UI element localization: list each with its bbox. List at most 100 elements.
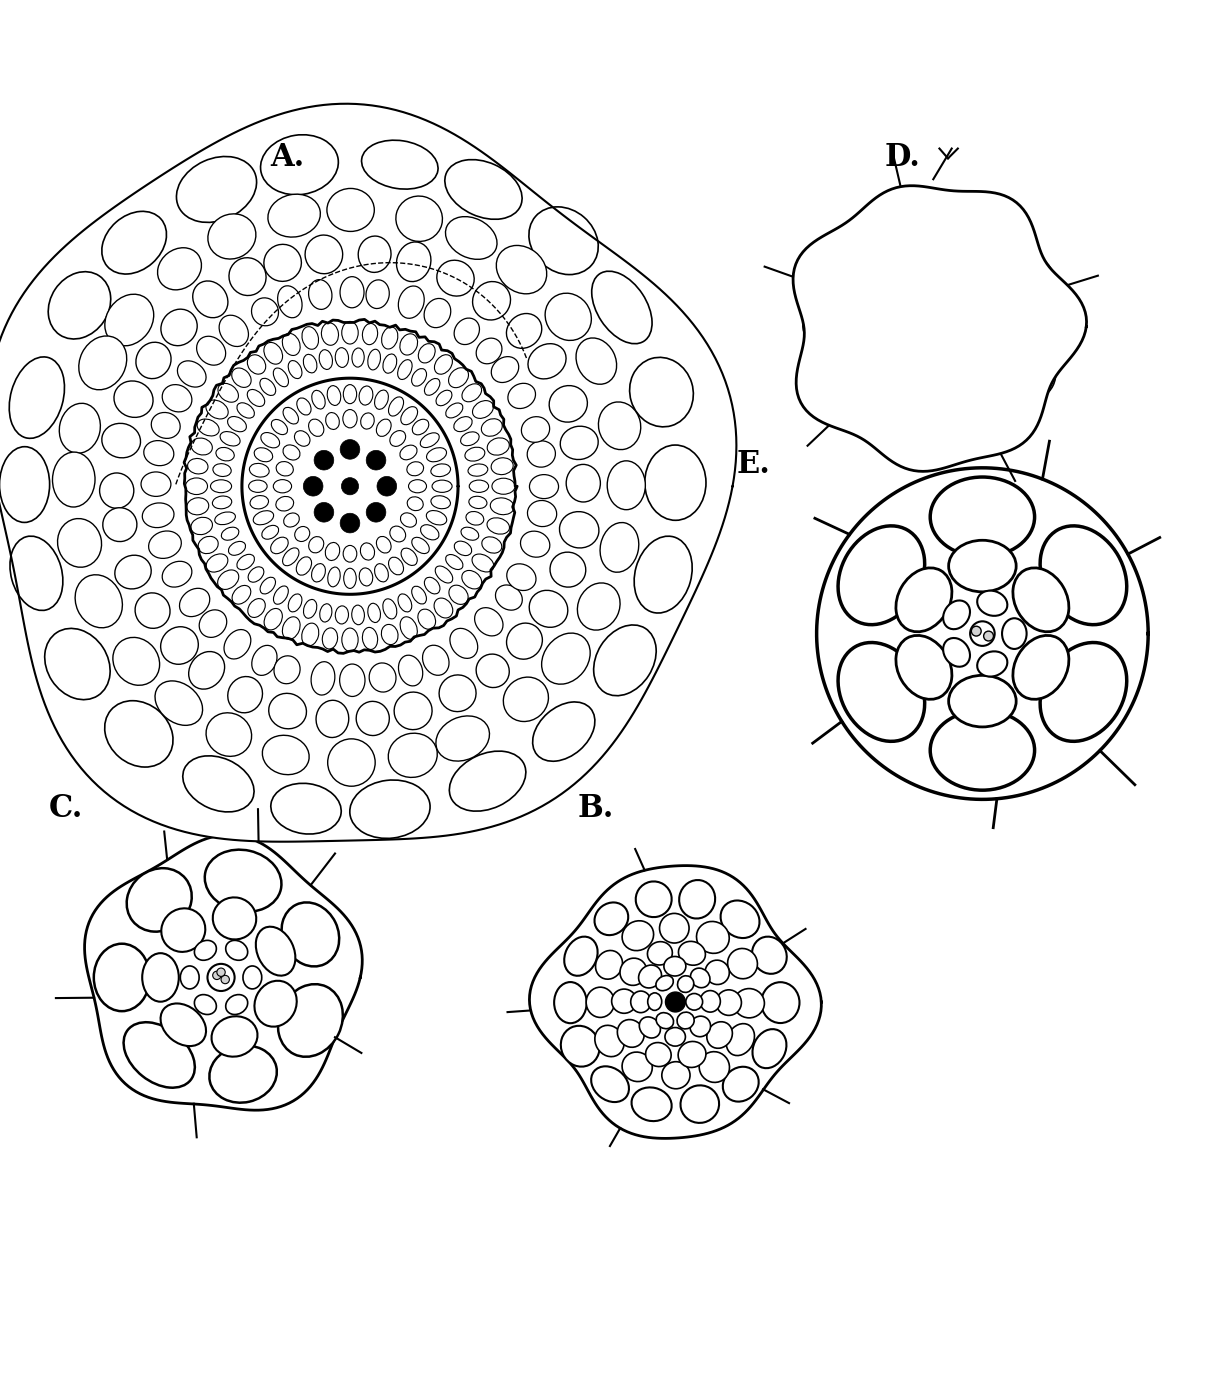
Ellipse shape <box>400 407 418 425</box>
Ellipse shape <box>596 951 623 979</box>
Ellipse shape <box>469 496 488 509</box>
Ellipse shape <box>322 322 339 345</box>
Ellipse shape <box>383 599 397 619</box>
Ellipse shape <box>533 702 594 762</box>
Ellipse shape <box>839 353 867 389</box>
Ellipse shape <box>350 780 430 838</box>
Ellipse shape <box>656 1013 673 1029</box>
Ellipse shape <box>905 317 917 336</box>
Ellipse shape <box>270 537 289 553</box>
Ellipse shape <box>446 403 463 418</box>
Ellipse shape <box>227 417 247 432</box>
Ellipse shape <box>278 286 302 318</box>
Ellipse shape <box>426 448 447 461</box>
Ellipse shape <box>699 1052 729 1083</box>
Ellipse shape <box>151 413 181 438</box>
Text: A.: A. <box>270 142 305 174</box>
Ellipse shape <box>398 360 413 379</box>
Ellipse shape <box>465 448 485 461</box>
Ellipse shape <box>362 324 378 345</box>
Ellipse shape <box>303 354 317 373</box>
Ellipse shape <box>104 701 173 767</box>
Ellipse shape <box>377 477 397 496</box>
Ellipse shape <box>388 733 437 777</box>
Ellipse shape <box>921 360 948 377</box>
Ellipse shape <box>360 543 375 560</box>
Ellipse shape <box>341 628 359 652</box>
Ellipse shape <box>678 976 694 992</box>
Ellipse shape <box>395 196 442 242</box>
Ellipse shape <box>454 541 472 556</box>
Ellipse shape <box>936 300 954 316</box>
Ellipse shape <box>618 1020 645 1047</box>
Ellipse shape <box>911 297 931 313</box>
Ellipse shape <box>136 342 171 378</box>
Ellipse shape <box>263 735 309 774</box>
Ellipse shape <box>276 461 293 475</box>
Ellipse shape <box>939 256 969 275</box>
Ellipse shape <box>215 512 236 524</box>
Ellipse shape <box>325 542 340 560</box>
Ellipse shape <box>264 609 282 630</box>
Ellipse shape <box>431 464 451 477</box>
Ellipse shape <box>308 537 324 553</box>
Ellipse shape <box>402 548 418 566</box>
Ellipse shape <box>255 927 296 976</box>
Ellipse shape <box>893 285 915 307</box>
Ellipse shape <box>360 569 373 587</box>
Ellipse shape <box>549 385 587 423</box>
Circle shape <box>970 621 995 646</box>
Ellipse shape <box>529 474 559 499</box>
Ellipse shape <box>529 591 567 627</box>
Ellipse shape <box>507 564 535 591</box>
Ellipse shape <box>1023 360 1056 399</box>
Ellipse shape <box>1019 257 1055 299</box>
Ellipse shape <box>460 432 479 446</box>
Ellipse shape <box>208 214 255 259</box>
Ellipse shape <box>977 591 1007 616</box>
Circle shape <box>923 317 943 336</box>
Ellipse shape <box>282 445 300 460</box>
Ellipse shape <box>248 599 265 617</box>
Ellipse shape <box>282 617 300 639</box>
Ellipse shape <box>472 555 494 571</box>
Ellipse shape <box>400 445 418 460</box>
Ellipse shape <box>586 987 614 1017</box>
Ellipse shape <box>623 1052 652 1081</box>
Ellipse shape <box>690 1016 711 1037</box>
Ellipse shape <box>260 432 280 448</box>
Ellipse shape <box>488 438 510 455</box>
Ellipse shape <box>545 293 592 341</box>
Ellipse shape <box>198 418 219 436</box>
Ellipse shape <box>141 473 171 496</box>
Ellipse shape <box>895 254 931 277</box>
Ellipse shape <box>237 403 254 418</box>
Ellipse shape <box>600 523 639 573</box>
Ellipse shape <box>436 716 490 762</box>
Ellipse shape <box>454 417 472 432</box>
Ellipse shape <box>960 393 996 420</box>
Ellipse shape <box>192 517 212 535</box>
Ellipse shape <box>114 555 151 589</box>
Ellipse shape <box>341 321 359 345</box>
Ellipse shape <box>462 384 481 402</box>
Ellipse shape <box>437 260 474 296</box>
Ellipse shape <box>521 531 550 557</box>
Ellipse shape <box>278 984 343 1056</box>
Ellipse shape <box>194 995 216 1015</box>
Ellipse shape <box>721 901 759 938</box>
Ellipse shape <box>728 948 758 979</box>
Ellipse shape <box>680 1086 720 1123</box>
Ellipse shape <box>867 353 892 379</box>
Ellipse shape <box>398 655 422 685</box>
Ellipse shape <box>359 236 391 272</box>
Ellipse shape <box>375 391 388 409</box>
Ellipse shape <box>503 677 549 721</box>
Ellipse shape <box>871 389 906 417</box>
Ellipse shape <box>211 1016 258 1056</box>
Ellipse shape <box>953 286 974 307</box>
Ellipse shape <box>243 966 262 988</box>
Ellipse shape <box>161 627 198 664</box>
Ellipse shape <box>311 662 335 695</box>
Ellipse shape <box>135 594 169 628</box>
